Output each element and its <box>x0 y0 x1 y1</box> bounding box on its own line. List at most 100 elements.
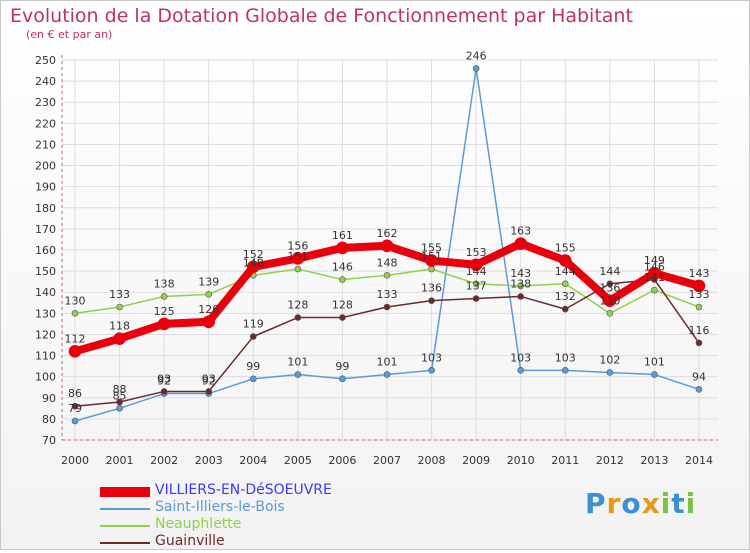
data-point <box>695 303 703 311</box>
y-tick-label: 150 <box>35 265 56 278</box>
data-label: 137 <box>466 280 487 293</box>
data-label: 246 <box>466 49 487 62</box>
data-label: 155 <box>421 242 442 255</box>
data-point <box>383 303 391 311</box>
data-point <box>561 367 569 374</box>
data-label: 93 <box>202 372 216 385</box>
data-label: 99 <box>246 360 260 373</box>
data-point <box>383 371 391 378</box>
data-point <box>651 286 658 294</box>
x-tick-label: 2007 <box>373 454 401 467</box>
data-label: 153 <box>466 246 487 259</box>
data-label: 116 <box>688 324 709 337</box>
data-label: 101 <box>287 356 308 369</box>
logo-letter: i <box>685 487 697 520</box>
data-label: 136 <box>421 282 442 295</box>
data-label: 101 <box>644 356 665 369</box>
logo-letter: x <box>641 487 661 520</box>
logo-letter: P <box>585 487 607 520</box>
x-tick-label: 2003 <box>195 454 223 467</box>
y-tick-label: 110 <box>35 350 56 363</box>
data-label: 143 <box>688 267 709 280</box>
data-point <box>294 371 302 378</box>
data-point <box>428 265 435 273</box>
data-point <box>561 280 569 288</box>
x-tick-label: 2008 <box>418 454 446 467</box>
legend-label: Guainville <box>155 533 225 549</box>
legend-swatch <box>100 487 150 497</box>
data-label: 133 <box>109 288 130 301</box>
data-label: 163 <box>510 225 531 238</box>
data-point <box>561 305 569 313</box>
data-label: 136 <box>599 282 620 295</box>
data-label: 118 <box>109 320 130 333</box>
data-label: 88 <box>113 383 127 396</box>
data-label: 92 <box>202 375 216 388</box>
y-tick-label: 210 <box>35 138 56 151</box>
data-label: 149 <box>644 254 665 267</box>
data-point <box>514 237 528 250</box>
data-point <box>651 371 658 378</box>
x-tick-label: 2014 <box>685 454 713 467</box>
y-tick-label: 200 <box>35 160 56 173</box>
y-tick-label: 160 <box>35 244 56 257</box>
data-point <box>380 239 394 253</box>
data-point <box>517 282 525 290</box>
data-label: 79 <box>68 402 82 415</box>
y-tick-label: 100 <box>35 371 56 384</box>
data-point <box>294 314 302 321</box>
data-point <box>160 388 168 395</box>
data-point <box>603 294 617 307</box>
y-tick-label: 220 <box>35 117 56 130</box>
x-tick-label: 2012 <box>596 454 624 467</box>
data-label: 101 <box>376 356 397 369</box>
data-label: 138 <box>510 277 531 290</box>
data-label: 155 <box>555 242 576 255</box>
data-label: 151 <box>421 250 442 263</box>
data-point <box>249 333 257 340</box>
proxiti-logo: Proxiti <box>585 487 696 520</box>
data-label: 162 <box>376 227 397 240</box>
data-label: 152 <box>243 248 264 261</box>
data-label: 144 <box>599 265 620 278</box>
chart-title: Evolution de la Dotation Globale de Fonc… <box>10 5 633 27</box>
data-label: 130 <box>599 294 620 307</box>
x-tick-label: 2001 <box>106 454 134 467</box>
data-point <box>692 279 706 293</box>
legend-label: VILLIERS-EN-DéSOEUVRE <box>155 482 332 498</box>
data-label: 138 <box>154 277 175 290</box>
data-point <box>383 272 391 279</box>
x-tick-label: 2006 <box>328 454 356 467</box>
data-label: 128 <box>287 299 308 312</box>
data-point <box>472 295 480 302</box>
data-label: 133 <box>376 288 397 301</box>
data-point <box>472 65 480 72</box>
data-point <box>71 310 79 317</box>
logo-letter: o <box>621 487 642 520</box>
data-point <box>695 339 703 347</box>
logo-letter: r <box>606 487 622 520</box>
data-point <box>246 260 260 274</box>
data-label: 99 <box>335 360 349 373</box>
data-label: 130 <box>65 294 86 307</box>
data-label: 85 <box>113 389 127 402</box>
data-label: 148 <box>243 256 264 269</box>
data-label: 151 <box>287 250 308 263</box>
data-point <box>606 280 614 288</box>
x-tick-label: 2010 <box>507 454 535 467</box>
data-point <box>71 417 79 425</box>
y-tick-label: 90 <box>42 392 56 405</box>
data-point <box>425 254 438 267</box>
legend-label: Saint-Illiers-le-Bois <box>155 499 285 515</box>
data-point <box>205 388 213 395</box>
data-point <box>291 252 305 265</box>
data-label: 133 <box>688 288 709 301</box>
data-label: 86 <box>68 387 82 400</box>
x-tick-label: 2005 <box>284 454 312 467</box>
data-point <box>517 293 525 300</box>
data-point <box>116 405 123 412</box>
data-label: 125 <box>154 305 175 318</box>
data-label: 119 <box>243 318 264 331</box>
data-point <box>606 310 614 317</box>
data-point <box>294 265 302 273</box>
